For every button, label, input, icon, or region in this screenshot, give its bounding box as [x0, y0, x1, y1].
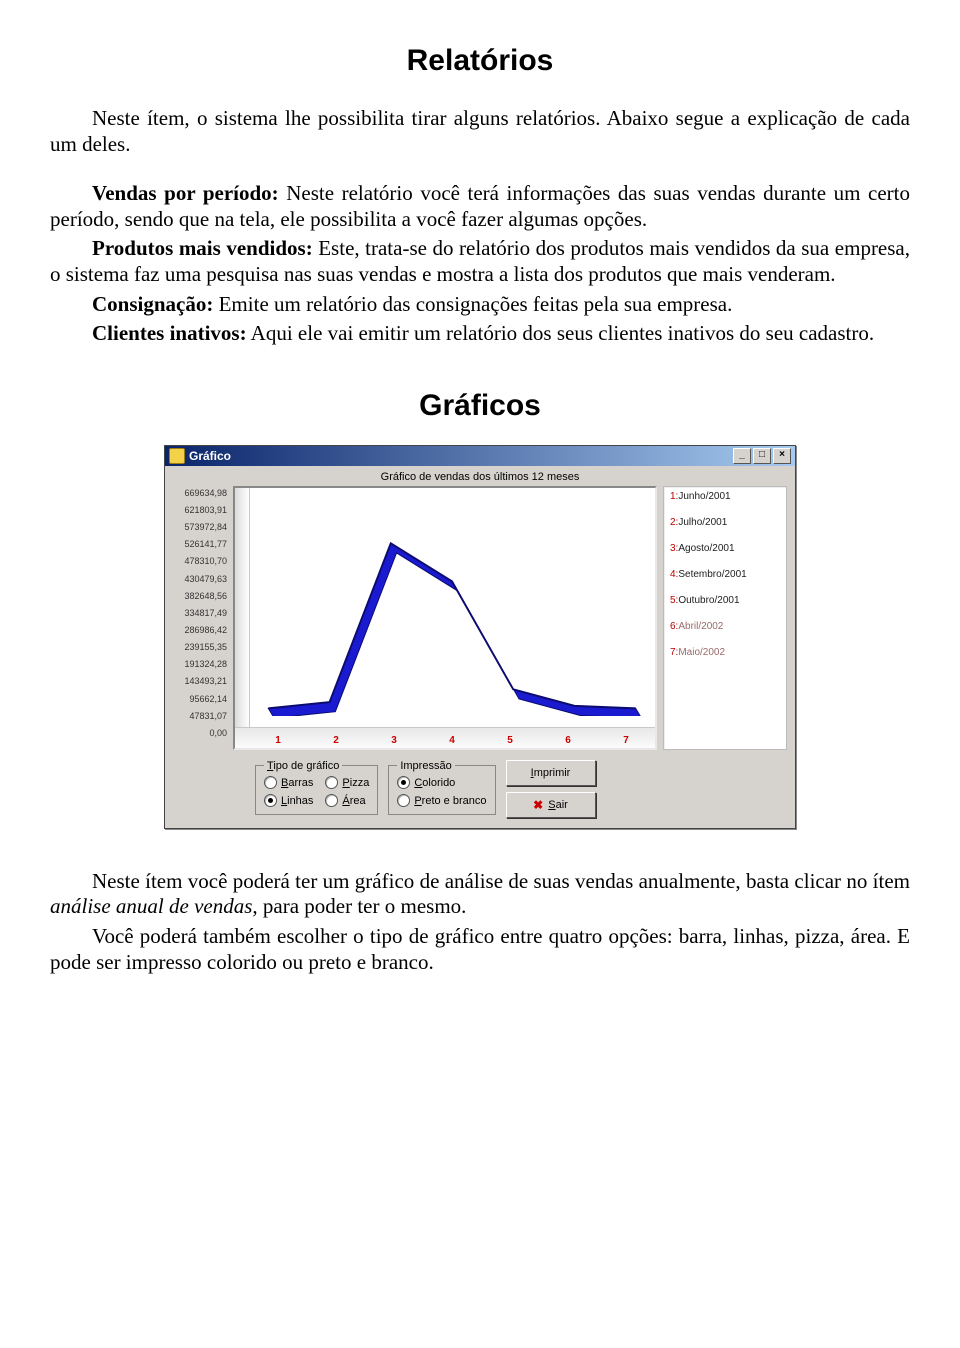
footer-p1a: Neste ítem você poderá ter um gráfico de…	[92, 869, 910, 893]
radio-linhas[interactable]: Linhas	[264, 793, 313, 809]
x-tick: 7	[623, 735, 629, 746]
legend-item: 4:Setembro/2001	[670, 569, 780, 581]
p-clientes-text: Aqui ele vai emitir um relatório dos seu…	[247, 321, 875, 345]
y-axis: 669634,98 621803,91 573972,84 526141,77 4783…	[173, 486, 227, 750]
intro-text: Neste ítem, o sistema lhe possibilita ti…	[50, 106, 910, 156]
radio-barras[interactable]: Barras	[264, 775, 313, 791]
legend-item: 1:Junho/2001	[670, 491, 780, 503]
footer-p1c: , para poder ter o mesmo.	[252, 894, 466, 918]
chart-3d-side	[235, 488, 250, 728]
y-tick: 478310,70	[173, 556, 227, 566]
print-group-legend: Impressão	[397, 760, 454, 772]
close-icon: ✖	[533, 798, 543, 812]
print-group: Impressão Colorido Preto e branco	[388, 760, 495, 815]
y-tick: 669634,98	[173, 488, 227, 498]
radio-area[interactable]: Área	[325, 793, 369, 809]
x-tick: 4	[449, 735, 455, 746]
y-tick: 95662,14	[173, 694, 227, 704]
p-produtos: Produtos mais vendidos: Este, trata-se d…	[50, 236, 910, 287]
close-button[interactable]: ×	[773, 448, 791, 464]
legend-item: 7:Maio/2002	[670, 647, 780, 659]
heading-relatorios: Relatórios	[50, 44, 910, 78]
p-consignacao: Consignação: Emite um relatório das cons…	[50, 292, 910, 318]
y-tick: 526141,77	[173, 539, 227, 549]
maximize-button[interactable]: □	[753, 448, 771, 464]
window-titlebar: Gráfico _ □ ×	[165, 446, 795, 466]
x-tick: 2	[333, 735, 339, 746]
radio-preto-branco[interactable]: Preto e branco	[397, 793, 486, 809]
window-title: Gráfico	[189, 449, 231, 463]
y-tick: 47831,07	[173, 711, 227, 721]
type-group: Tipo de gráfico Barras Pizza Linhas Área	[255, 760, 378, 815]
y-tick: 239155,35	[173, 642, 227, 652]
legend-item: 6:Abril/2002	[670, 621, 780, 633]
footer-p2-text: Você poderá também escolher o tipo de gr…	[50, 924, 910, 974]
p-consignacao-label: Consignação:	[92, 292, 213, 316]
y-tick: 0,00	[173, 728, 227, 738]
p-vendas-label: Vendas por período:	[92, 181, 279, 205]
minimize-button[interactable]: _	[733, 448, 751, 464]
footer-p2: Você poderá também escolher o tipo de gr…	[50, 924, 910, 975]
x-tick: 6	[565, 735, 571, 746]
exit-button[interactable]: ✖Sair	[506, 792, 596, 818]
y-tick: 621803,91	[173, 505, 227, 515]
type-group-legend: Tipo de gráfico	[264, 760, 342, 772]
p-vendas: Vendas por período: Neste relatório você…	[50, 181, 910, 232]
print-button[interactable]: Imprimir	[506, 760, 596, 786]
p-produtos-label: Produtos mais vendidos:	[92, 236, 313, 260]
chart-title: Gráfico de vendas dos últimos 12 meses	[165, 466, 795, 486]
chart-legend: 1:Junho/2001 2:Julho/2001 3:Agosto/2001 4:S…	[663, 486, 787, 750]
window-icon	[169, 448, 185, 464]
y-tick: 334817,49	[173, 608, 227, 618]
legend-item: 5:Outubro/2001	[670, 595, 780, 607]
chart-area: 1 2 3 4 5 6 7	[233, 486, 657, 750]
y-tick: 286986,42	[173, 625, 227, 635]
y-tick: 573972,84	[173, 522, 227, 532]
chart-svg	[249, 488, 655, 716]
y-tick: 430479,63	[173, 574, 227, 584]
footer-p1b: análise anual de vendas	[50, 894, 252, 918]
legend-item: 2:Julho/2001	[670, 517, 780, 529]
y-tick: 382648,56	[173, 591, 227, 601]
heading-graficos: Gráficos	[50, 389, 910, 423]
x-tick: 3	[391, 735, 397, 746]
p-clientes-label: Clientes inativos:	[92, 321, 247, 345]
p-consignacao-text: Emite um relatório das consignações feit…	[213, 292, 732, 316]
radio-pizza[interactable]: Pizza	[325, 775, 369, 791]
y-tick: 191324,28	[173, 659, 227, 669]
radio-colorido[interactable]: Colorido	[397, 775, 486, 791]
chart-window: Gráfico _ □ × Gráfico de vendas dos últi…	[164, 445, 796, 829]
footer-p1: Neste ítem você poderá ter um gráfico de…	[50, 869, 910, 920]
y-tick: 143493,21	[173, 676, 227, 686]
x-tick: 5	[507, 735, 513, 746]
p-clientes: Clientes inativos: Aqui ele vai emitir u…	[50, 321, 910, 347]
intro-paragraph: Neste ítem, o sistema lhe possibilita ti…	[50, 106, 910, 157]
legend-item: 3:Agosto/2001	[670, 543, 780, 555]
x-tick: 1	[275, 735, 281, 746]
x-axis: 1 2 3 4 5 6 7	[249, 735, 655, 746]
